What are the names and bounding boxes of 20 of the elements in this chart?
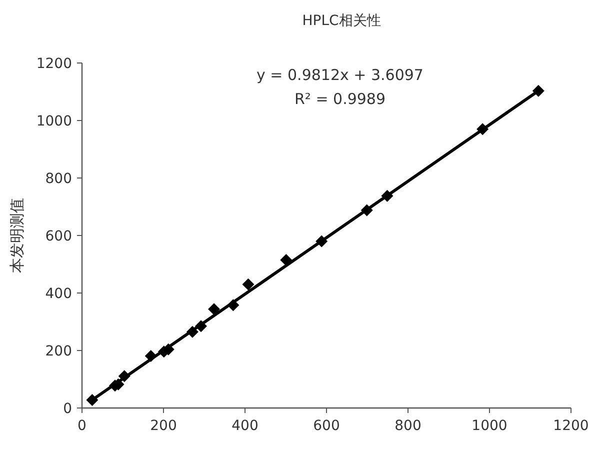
x-tick-label: 0 — [78, 418, 86, 434]
y-tick-label: 200 — [45, 344, 72, 360]
x-tick-label: 1200 — [553, 418, 589, 434]
y-tick-label: 600 — [45, 228, 72, 244]
x-tick-label: 1000 — [472, 418, 508, 434]
y-tick-label: 1200 — [36, 56, 72, 72]
y-axis-title: 本发明测值 — [8, 198, 26, 273]
annotation: R² = 0.9989 — [294, 90, 386, 108]
x-tick-label: 200 — [150, 418, 177, 434]
chart-title: HPLC相关性 — [302, 13, 381, 29]
x-tick-label: 800 — [394, 418, 422, 434]
y-tick-label: 1000 — [36, 114, 72, 130]
x-tick-label: 400 — [232, 418, 258, 434]
point — [208, 303, 220, 316]
point — [242, 278, 254, 290]
y-tick-label: 0 — [63, 401, 72, 417]
x-tick-label: 600 — [313, 418, 340, 434]
y-tick-label: 400 — [45, 286, 72, 302]
annotation: y = 0.9812x + 3.6097 — [256, 66, 424, 84]
y-tick-label: 800 — [45, 171, 72, 187]
